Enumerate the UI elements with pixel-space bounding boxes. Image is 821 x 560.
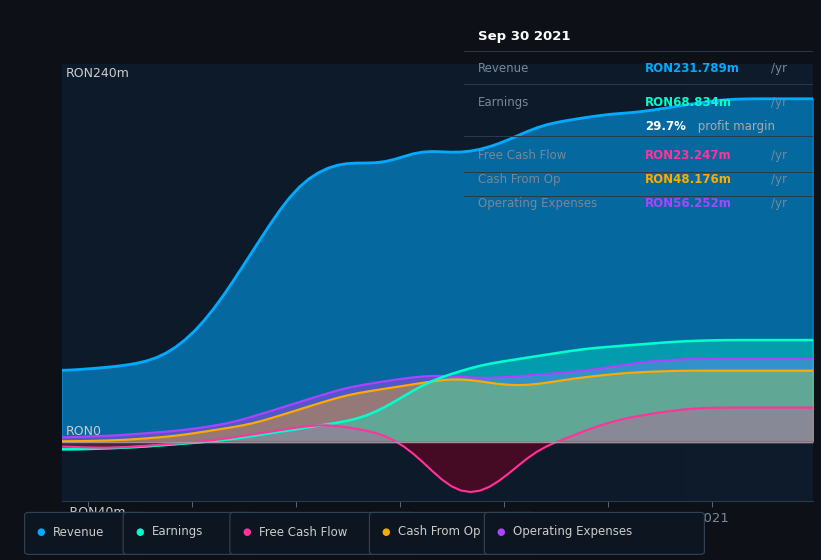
Text: RON68.834m: RON68.834m — [645, 96, 732, 109]
Text: Operating Expenses: Operating Expenses — [513, 525, 632, 539]
Text: Free Cash Flow: Free Cash Flow — [478, 150, 566, 162]
Text: /yr: /yr — [771, 173, 787, 186]
Text: Operating Expenses: Operating Expenses — [478, 197, 597, 210]
Text: ●: ● — [497, 527, 505, 537]
Text: ●: ● — [242, 527, 250, 537]
Text: RON0: RON0 — [66, 424, 101, 437]
Text: ●: ● — [382, 527, 390, 537]
Text: Sep 30 2021: Sep 30 2021 — [478, 30, 571, 43]
Text: RON48.176m: RON48.176m — [645, 173, 732, 186]
Text: /yr: /yr — [771, 197, 787, 210]
Text: /yr: /yr — [771, 96, 787, 109]
Text: /yr: /yr — [771, 62, 787, 75]
Text: /yr: /yr — [771, 150, 787, 162]
Bar — [686, 64, 813, 501]
Text: RON56.252m: RON56.252m — [645, 197, 732, 210]
Text: Earnings: Earnings — [152, 525, 204, 539]
Text: Earnings: Earnings — [478, 96, 530, 109]
Text: ●: ● — [37, 527, 45, 537]
Text: Revenue: Revenue — [478, 62, 530, 75]
Text: RON231.789m: RON231.789m — [645, 62, 741, 75]
Text: profit margin: profit margin — [695, 120, 775, 133]
Text: Cash From Op: Cash From Op — [398, 525, 480, 539]
Text: ●: ● — [135, 527, 144, 537]
Text: Free Cash Flow: Free Cash Flow — [259, 525, 347, 539]
Text: Cash From Op: Cash From Op — [478, 173, 560, 186]
Text: RON240m: RON240m — [66, 67, 129, 80]
Text: -RON40m: -RON40m — [66, 506, 126, 519]
Text: RON23.247m: RON23.247m — [645, 150, 732, 162]
Text: Revenue: Revenue — [53, 525, 105, 539]
Text: 29.7%: 29.7% — [645, 120, 686, 133]
